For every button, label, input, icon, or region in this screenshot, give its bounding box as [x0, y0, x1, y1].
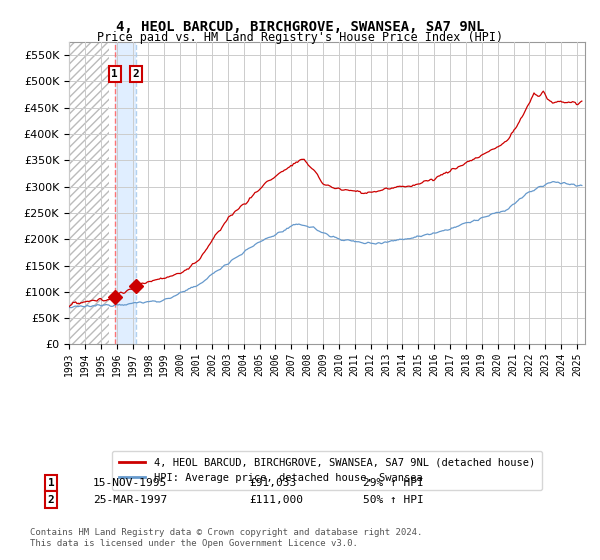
Text: 25-MAR-1997: 25-MAR-1997	[93, 494, 167, 505]
Text: 15-NOV-1995: 15-NOV-1995	[93, 478, 167, 488]
Text: 1: 1	[112, 69, 118, 79]
Text: 50% ↑ HPI: 50% ↑ HPI	[363, 494, 424, 505]
Text: 2: 2	[133, 69, 140, 79]
Text: 2: 2	[47, 494, 55, 505]
Bar	[69, 42, 109, 344]
Text: Price paid vs. HM Land Registry's House Price Index (HPI): Price paid vs. HM Land Registry's House …	[97, 31, 503, 44]
Text: £111,000: £111,000	[249, 494, 303, 505]
Bar	[115, 42, 136, 344]
Text: Contains HM Land Registry data © Crown copyright and database right 2024.
This d: Contains HM Land Registry data © Crown c…	[30, 528, 422, 548]
Text: £91,033: £91,033	[249, 478, 296, 488]
Text: 29% ↑ HPI: 29% ↑ HPI	[363, 478, 424, 488]
Text: 4, HEOL BARCUD, BIRCHGROVE, SWANSEA, SA7 9NL: 4, HEOL BARCUD, BIRCHGROVE, SWANSEA, SA7…	[116, 20, 484, 34]
Legend: 4, HEOL BARCUD, BIRCHGROVE, SWANSEA, SA7 9NL (detached house), HPI: Average pric: 4, HEOL BARCUD, BIRCHGROVE, SWANSEA, SA7…	[112, 451, 542, 491]
Text: 1: 1	[47, 478, 55, 488]
